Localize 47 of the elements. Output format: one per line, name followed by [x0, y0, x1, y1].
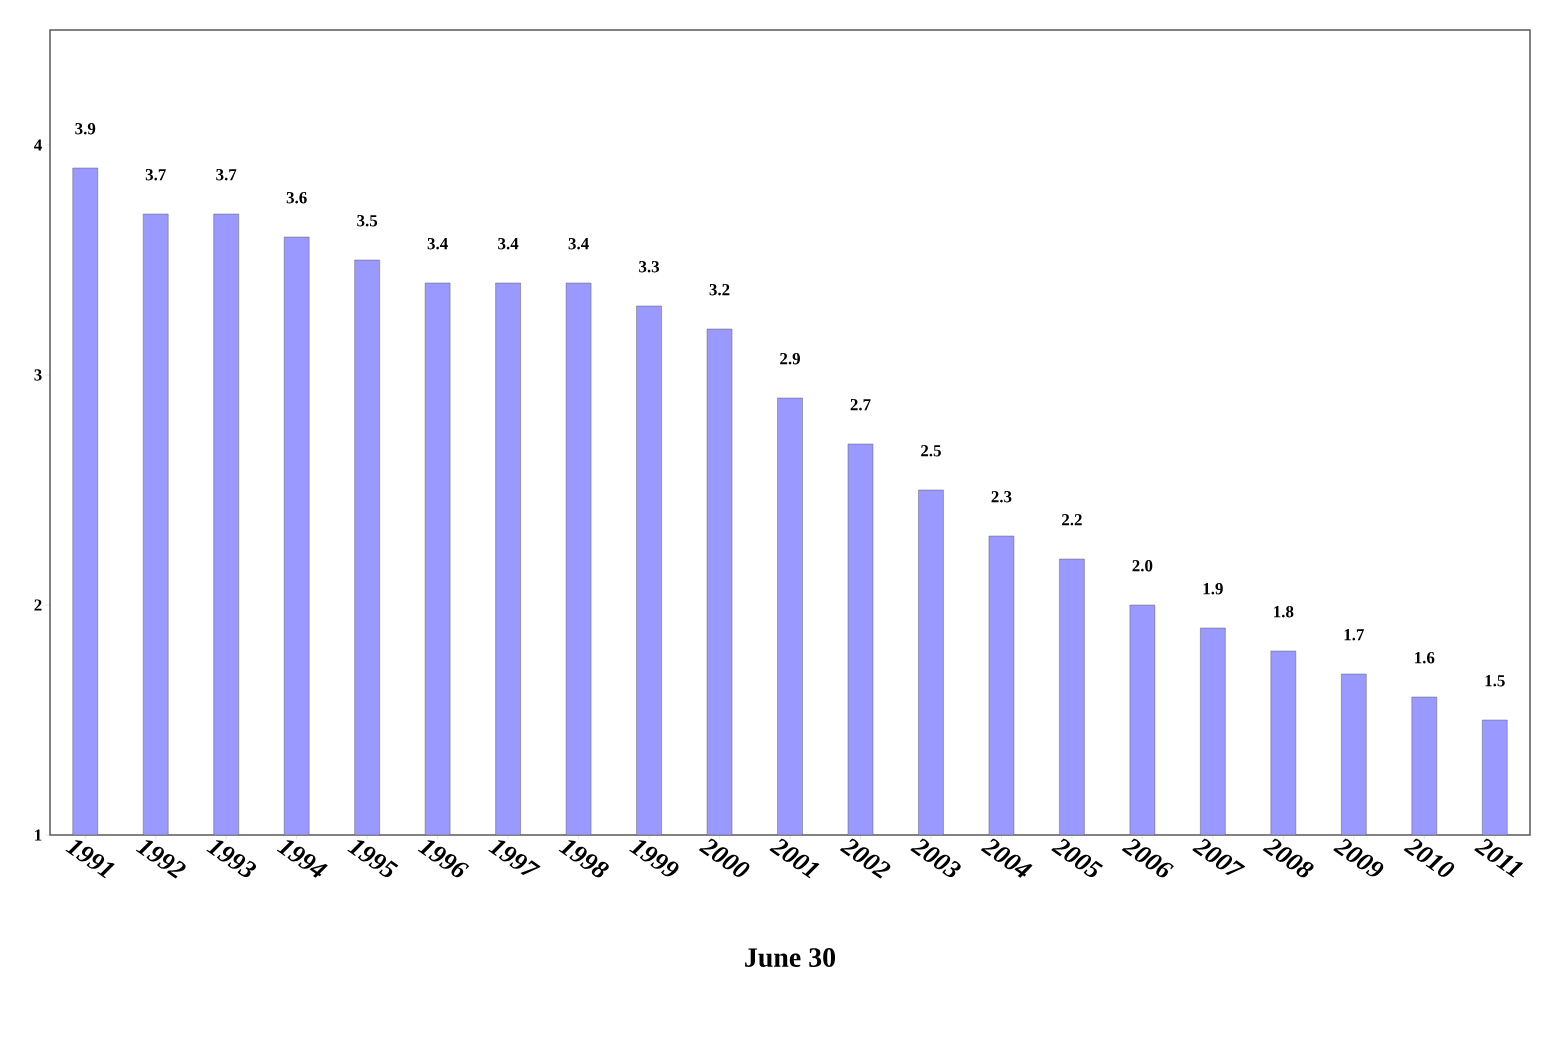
x-tick-label: 2011: [1474, 838, 1524, 878]
x-tick-label: 1992: [135, 840, 186, 879]
x-tick-label: 1996: [417, 840, 470, 878]
x-tick-label: 1999: [629, 840, 679, 877]
y-tick-label: 2: [34, 599, 42, 611]
data-label: 3.5: [357, 215, 378, 227]
data-label: 2.3: [991, 491, 1012, 503]
data-label: 3.3: [639, 261, 660, 273]
data-label: 3.7: [216, 169, 237, 181]
y-tick-label: 1: [35, 829, 42, 841]
data-label: 2.9: [780, 353, 800, 365]
data-label: 1.5: [1485, 675, 1505, 687]
y-tick-label: 4: [34, 139, 42, 151]
data-label: 3.4: [427, 238, 448, 250]
x-tick-label: 1993: [206, 840, 257, 878]
data-label: 1.6: [1415, 652, 1435, 664]
x-tick-label: 1991: [65, 840, 115, 879]
x-tick-label: 2001: [769, 838, 820, 879]
x-tick-label: 2009: [1333, 838, 1384, 877]
x-tick-label: 2004: [980, 838, 1033, 878]
x-tick-label: 1997: [488, 840, 541, 875]
data-label: 2.0: [1132, 559, 1153, 572]
y-tick-label: 3: [34, 369, 42, 381]
x-tick-label: 2003: [910, 838, 961, 878]
data-label: 2.2: [1062, 514, 1082, 526]
x-tick-label: 1994: [276, 840, 328, 878]
data-label: 2.5: [921, 445, 941, 457]
x-tick-label: 2002: [839, 838, 891, 879]
data-label: 3.6: [286, 192, 307, 204]
x-tick-label: 2007: [1192, 838, 1246, 876]
data-label: 2.7: [850, 399, 871, 411]
x-tick-label: 2010: [1403, 838, 1455, 877]
x-tick-label: 1998: [558, 840, 609, 878]
data-label: 1.9: [1203, 583, 1223, 595]
data-label: 3.4: [498, 238, 519, 250]
data-label: 3.4: [568, 238, 589, 250]
x-tick-label: 2005: [1051, 838, 1104, 878]
data-label: 3.9: [75, 123, 96, 135]
data-label: 3.7: [145, 169, 166, 181]
data-label: 3.2: [709, 284, 730, 296]
x-axis-title: June 30: [745, 948, 836, 967]
data-label: 1.8: [1274, 605, 1294, 618]
data-label: 1.7: [1344, 629, 1364, 641]
x-tick-label: 1995: [347, 840, 399, 877]
x-tick-label: 2000: [698, 838, 750, 877]
x-tick-label: 2008: [1262, 838, 1314, 878]
x-tick-label: 2006: [1121, 838, 1174, 878]
